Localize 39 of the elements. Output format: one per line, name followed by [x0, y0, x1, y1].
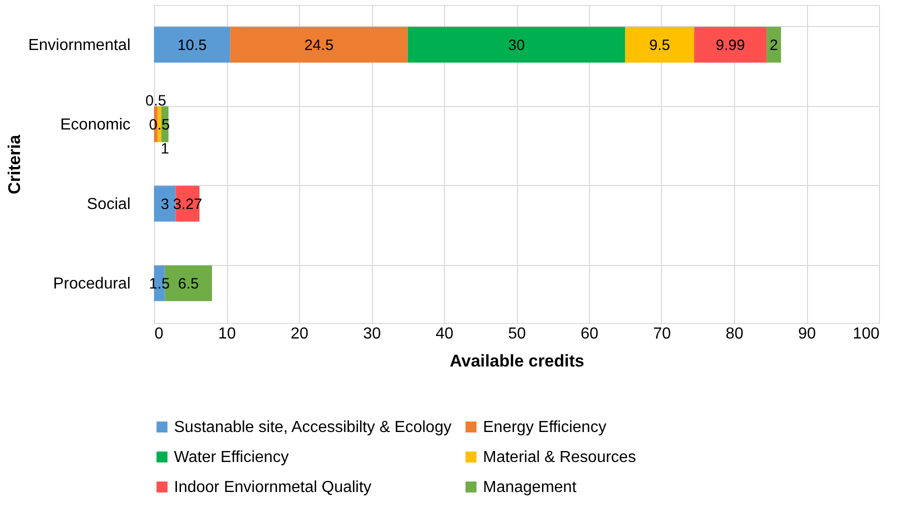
data-label: 1 [160, 140, 170, 158]
x-tick-label: 90 [798, 326, 816, 342]
data-label: 30 [508, 36, 525, 54]
y-axis-title: Criteria [5, 134, 24, 194]
x-tick-label: 20 [290, 326, 308, 342]
x-tick-label: 80 [726, 326, 744, 342]
y-tick-label: Procedural [53, 275, 130, 292]
bar [766, 26, 782, 63]
bar [154, 26, 230, 63]
x-tick-label: 100 [852, 326, 880, 342]
legend-label: Sustanable site, Accessibilty & Ecology [174, 419, 452, 436]
y-tick-label: Economic [60, 116, 130, 134]
legend-label: Water Efficiency [174, 449, 289, 466]
x-tick-label: 60 [580, 326, 598, 342]
bar [230, 26, 408, 63]
x-tick-label: 70 [653, 326, 671, 342]
data-label: 6.5 [178, 275, 199, 292]
data-label: 9.99 [716, 36, 745, 54]
bar [694, 26, 767, 63]
legend-label: Indoor Enviornmetal Quality [174, 479, 372, 496]
legend-label: Management [483, 479, 577, 496]
x-tick-label: 10 [218, 326, 236, 342]
data-label: 0.5 [145, 92, 166, 110]
data-label: 3 [160, 196, 170, 213]
bar [625, 26, 694, 63]
legend-label: Energy Efficiency [483, 419, 606, 436]
legend-label: Material & Resources [483, 449, 636, 466]
y-tick-label: Enviornmental [28, 36, 130, 54]
data-label: 2 [770, 36, 778, 54]
x-tick-label: 0 [154, 326, 164, 342]
data-label: 24.5 [304, 36, 334, 54]
bar [408, 26, 626, 63]
y-tick-label: Social [86, 196, 130, 213]
x-tick-label: 50 [508, 326, 526, 342]
x-axis-title: Available credits [450, 352, 584, 370]
data-label: 9.5 [649, 36, 670, 54]
data-label: 10.5 [177, 36, 207, 54]
x-tick-label: 40 [436, 326, 454, 342]
x-tick-label: 30 [363, 326, 381, 342]
